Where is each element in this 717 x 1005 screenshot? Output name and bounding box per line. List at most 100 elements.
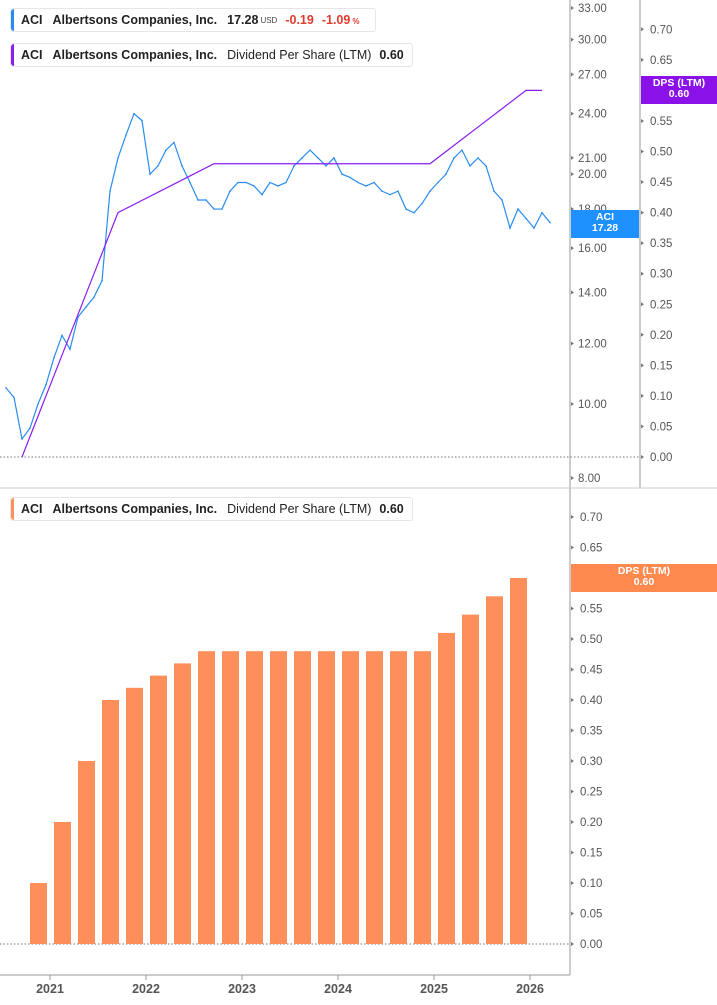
dps-tick-label: 0.35	[650, 238, 672, 250]
dps-bar	[78, 761, 95, 944]
price-tick-label: 8.00	[578, 473, 600, 485]
tick-mark	[571, 341, 574, 346]
tick-mark	[641, 332, 644, 337]
dps-tick-label: 0.20	[650, 330, 672, 342]
metric: Dividend Per Share (LTM)	[227, 48, 372, 62]
dps-tick-label: 0.10	[650, 391, 672, 403]
tick-mark	[571, 667, 574, 672]
badge-label: ACI	[595, 211, 615, 223]
badge-value: 0.60	[668, 88, 690, 100]
price-point	[5, 387, 7, 389]
price-tick-label: 20.00	[578, 169, 607, 181]
dps-bar-badge: DPS (LTM) 0.60	[571, 564, 717, 592]
bar-tick-label: 0.15	[580, 848, 602, 860]
bar-tick-label: 0.00	[580, 939, 602, 951]
price-point	[117, 157, 119, 159]
badge-value: 17.28	[591, 222, 619, 234]
tick-mark	[571, 850, 574, 855]
dps-bar	[126, 687, 143, 944]
tick-mark	[641, 241, 644, 246]
dps-bar	[150, 675, 167, 944]
price-point	[205, 199, 207, 201]
price-point	[221, 208, 223, 210]
price-point	[197, 199, 199, 201]
dps-bar	[462, 614, 479, 944]
price-point	[253, 185, 255, 187]
price-tick-label: 14.00	[578, 287, 607, 299]
x-tick-label: 2023	[228, 982, 256, 996]
price-point	[165, 149, 167, 151]
price-point	[181, 165, 183, 167]
value: 0.60	[379, 502, 404, 516]
price-point	[285, 181, 287, 184]
price-point	[237, 181, 239, 184]
dps-bar	[342, 651, 359, 944]
tick-mark	[571, 728, 574, 733]
bar-tick-label: 0.40	[580, 695, 602, 707]
tick-mark	[641, 393, 644, 398]
dps-tick-label: 0.40	[650, 208, 672, 220]
tick-mark	[571, 759, 574, 763]
price-point	[85, 306, 87, 308]
price-point	[213, 208, 215, 210]
dps-bar	[270, 651, 287, 944]
dps-tick-label: 0.70	[650, 24, 672, 36]
bar-tick-label: 0.30	[580, 756, 602, 768]
price-point	[157, 165, 159, 167]
legend-dps-top[interactable]: ACI Albertsons Companies, Inc. Dividend …	[10, 43, 413, 67]
currency: USD	[260, 15, 278, 25]
dps-tick-label: 0.50	[650, 147, 672, 159]
price-point	[397, 190, 399, 192]
dps-tick-label: 0.45	[650, 177, 672, 189]
price-point	[101, 279, 103, 282]
price-point	[365, 185, 367, 187]
price-point	[413, 211, 415, 214]
dps-bar	[318, 651, 335, 944]
tick-mark	[571, 698, 574, 702]
bar-tick-label: 0.35	[580, 726, 602, 738]
company-name: Albertsons Companies, Inc.	[52, 502, 218, 516]
tick-mark	[571, 155, 574, 160]
price-point	[405, 208, 407, 210]
price-point	[13, 396, 15, 399]
tick-mark	[571, 6, 574, 10]
price-point	[381, 190, 383, 192]
tick-mark	[641, 210, 644, 215]
legend-price[interactable]: ACI Albertsons Companies, Inc. 17.28 USD…	[10, 8, 377, 32]
dps-bar	[486, 596, 503, 944]
dps-tick-label: 0.65	[650, 55, 672, 67]
price-point	[437, 181, 439, 184]
tick-mark	[571, 476, 574, 481]
price-tick-label: 33.00	[578, 3, 607, 15]
price-point	[309, 149, 311, 151]
price-point	[357, 181, 359, 184]
series-color-marker	[11, 44, 14, 66]
legend-dps-bottom[interactable]: ACI Albertsons Companies, Inc. Dividend …	[10, 497, 413, 521]
bar-tick-label: 0.20	[580, 817, 602, 829]
bar-tick-label: 0.55	[580, 604, 602, 616]
tick-mark	[641, 363, 644, 368]
price: 17.28	[227, 13, 259, 27]
price-point	[453, 157, 455, 159]
tick-mark	[641, 149, 644, 154]
price-point	[173, 141, 175, 144]
tick-mark	[641, 118, 644, 123]
price-tick-label: 21.00	[578, 153, 607, 165]
price-point	[229, 190, 231, 192]
price-badge: ACI 17.28	[571, 210, 639, 238]
bar-tick-label: 0.50	[580, 634, 602, 646]
price-point	[269, 181, 271, 184]
price-point	[493, 190, 495, 192]
price-point	[429, 190, 431, 192]
tick-mark	[571, 637, 574, 641]
price-point	[277, 185, 279, 187]
tick-mark	[571, 515, 574, 519]
tick-mark	[571, 881, 574, 885]
tick-mark	[641, 271, 644, 276]
x-tick-label: 2026	[516, 982, 544, 996]
bar-tick-label: 0.45	[580, 665, 602, 677]
dps-tick-label: 0.30	[650, 269, 672, 281]
price-point	[541, 211, 543, 214]
price-point	[317, 157, 319, 159]
price-point	[533, 227, 535, 229]
